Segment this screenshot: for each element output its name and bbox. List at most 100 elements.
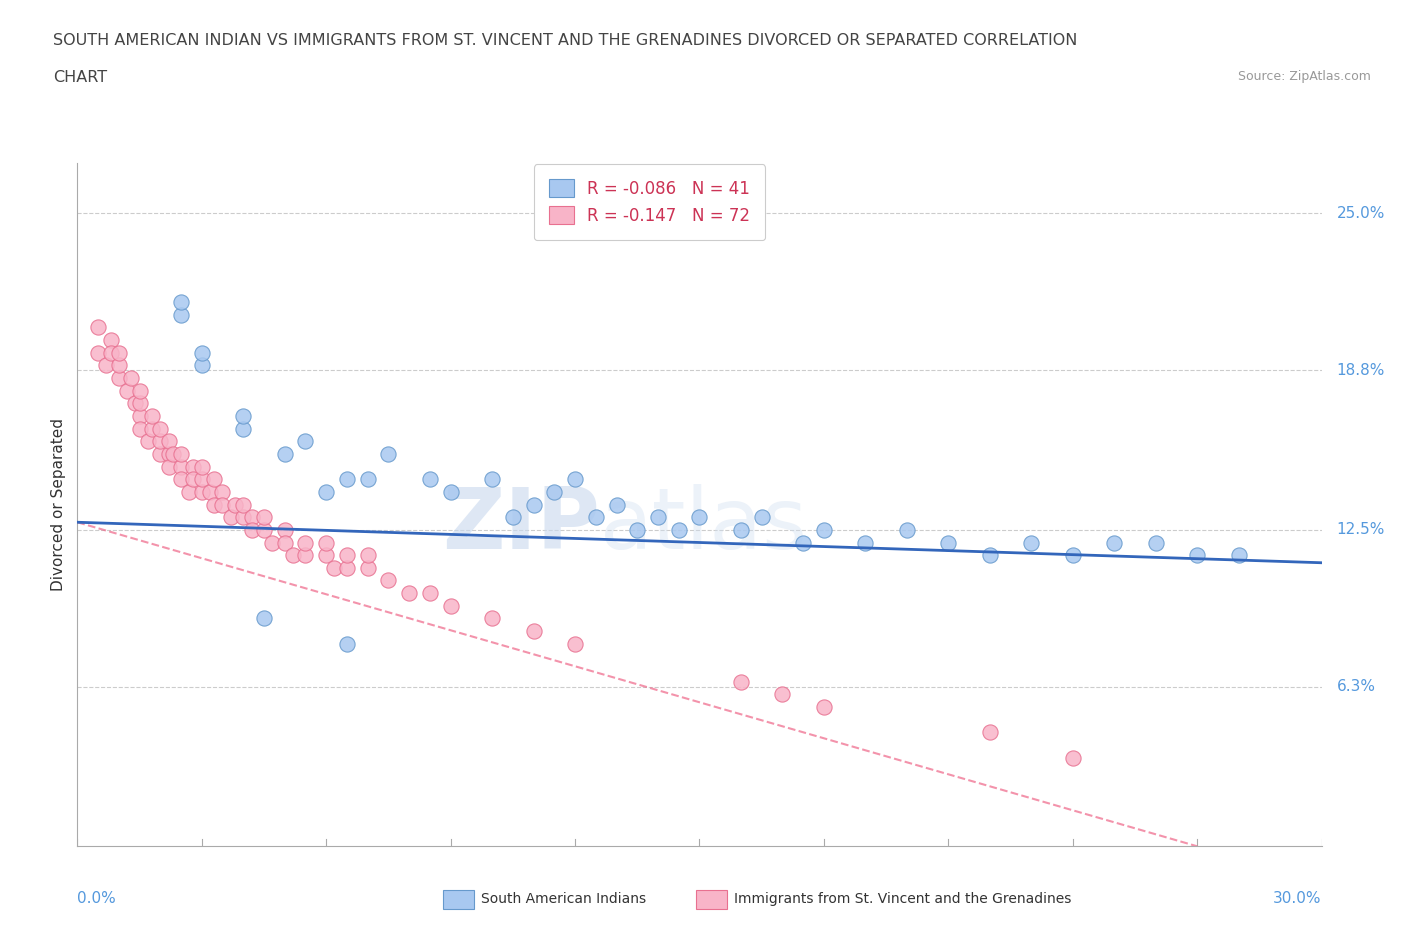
- Point: [87, 320, 110, 335]
- Point: [336, 548, 359, 563]
- Text: Immigrants from St. Vincent and the Grenadines: Immigrants from St. Vincent and the Gren…: [734, 892, 1071, 907]
- Point: [626, 523, 648, 538]
- Point: [398, 586, 420, 601]
- Point: [198, 485, 221, 499]
- Point: [979, 725, 1001, 740]
- Point: [128, 421, 150, 436]
- Point: [481, 472, 503, 486]
- Point: [1187, 548, 1209, 563]
- Point: [1144, 535, 1167, 550]
- Point: [232, 421, 254, 436]
- Point: [253, 523, 276, 538]
- Y-axis label: Divorced or Separated: Divorced or Separated: [51, 418, 66, 591]
- Point: [323, 561, 346, 576]
- Point: [170, 295, 193, 310]
- Point: [1227, 548, 1250, 563]
- Point: [149, 421, 172, 436]
- Point: [896, 523, 918, 538]
- Point: [108, 345, 131, 360]
- Point: [336, 636, 359, 651]
- Point: [224, 498, 246, 512]
- Point: [813, 523, 835, 538]
- Point: [120, 370, 142, 385]
- Text: SOUTH AMERICAN INDIAN VS IMMIGRANTS FROM ST. VINCENT AND THE GRENADINES DIVORCED: SOUTH AMERICAN INDIAN VS IMMIGRANTS FROM…: [53, 33, 1078, 47]
- Point: [108, 370, 131, 385]
- Point: [191, 472, 214, 486]
- Point: [211, 485, 233, 499]
- Point: [668, 523, 690, 538]
- Point: [128, 408, 150, 423]
- Point: [523, 498, 546, 512]
- Point: [240, 510, 263, 525]
- Point: [1021, 535, 1043, 550]
- Point: [183, 472, 205, 486]
- Point: [232, 498, 254, 512]
- Point: [938, 535, 960, 550]
- Point: [253, 510, 276, 525]
- Point: [1104, 535, 1126, 550]
- Point: [689, 510, 711, 525]
- Point: [1062, 751, 1084, 765]
- Point: [183, 459, 205, 474]
- Text: Source: ZipAtlas.com: Source: ZipAtlas.com: [1237, 70, 1371, 83]
- Point: [357, 548, 380, 563]
- Point: [136, 433, 159, 448]
- Point: [191, 485, 214, 499]
- Point: [440, 598, 463, 613]
- Point: [481, 611, 503, 626]
- Text: 6.3%: 6.3%: [1337, 679, 1375, 695]
- Point: [232, 510, 254, 525]
- Point: [564, 472, 586, 486]
- Point: [294, 535, 316, 550]
- Legend: R = -0.086   N = 41, R = -0.147   N = 72: R = -0.086 N = 41, R = -0.147 N = 72: [534, 165, 765, 240]
- Point: [87, 345, 110, 360]
- Point: [202, 472, 225, 486]
- Point: [170, 307, 193, 322]
- Point: [336, 561, 359, 576]
- Text: 18.8%: 18.8%: [1337, 363, 1385, 378]
- Point: [170, 459, 193, 474]
- Point: [211, 498, 233, 512]
- Point: [647, 510, 669, 525]
- Point: [730, 674, 752, 689]
- Point: [585, 510, 607, 525]
- Point: [419, 586, 441, 601]
- Text: CHART: CHART: [53, 70, 107, 85]
- Point: [274, 523, 297, 538]
- Point: [357, 472, 380, 486]
- Point: [240, 523, 263, 538]
- Point: [315, 485, 337, 499]
- Point: [232, 408, 254, 423]
- Point: [855, 535, 877, 550]
- Point: [543, 485, 565, 499]
- Point: [440, 485, 463, 499]
- Point: [96, 358, 118, 373]
- Point: [149, 446, 172, 461]
- Point: [162, 446, 184, 461]
- Point: [315, 548, 337, 563]
- Point: [294, 548, 316, 563]
- Point: [262, 535, 284, 550]
- Point: [772, 687, 794, 702]
- Point: [336, 472, 359, 486]
- Point: [124, 396, 146, 411]
- Point: [274, 535, 297, 550]
- Point: [564, 636, 586, 651]
- Point: [191, 345, 214, 360]
- Text: 12.5%: 12.5%: [1337, 523, 1385, 538]
- Point: [170, 472, 193, 486]
- Point: [813, 699, 835, 714]
- Point: [108, 358, 131, 373]
- Point: [315, 535, 337, 550]
- Point: [202, 498, 225, 512]
- Point: [157, 459, 180, 474]
- Point: [357, 561, 380, 576]
- Point: [377, 573, 399, 588]
- Point: [274, 446, 297, 461]
- Point: [294, 433, 316, 448]
- Point: [128, 383, 150, 398]
- Point: [115, 383, 138, 398]
- Point: [157, 446, 180, 461]
- Point: [141, 421, 163, 436]
- Point: [170, 446, 193, 461]
